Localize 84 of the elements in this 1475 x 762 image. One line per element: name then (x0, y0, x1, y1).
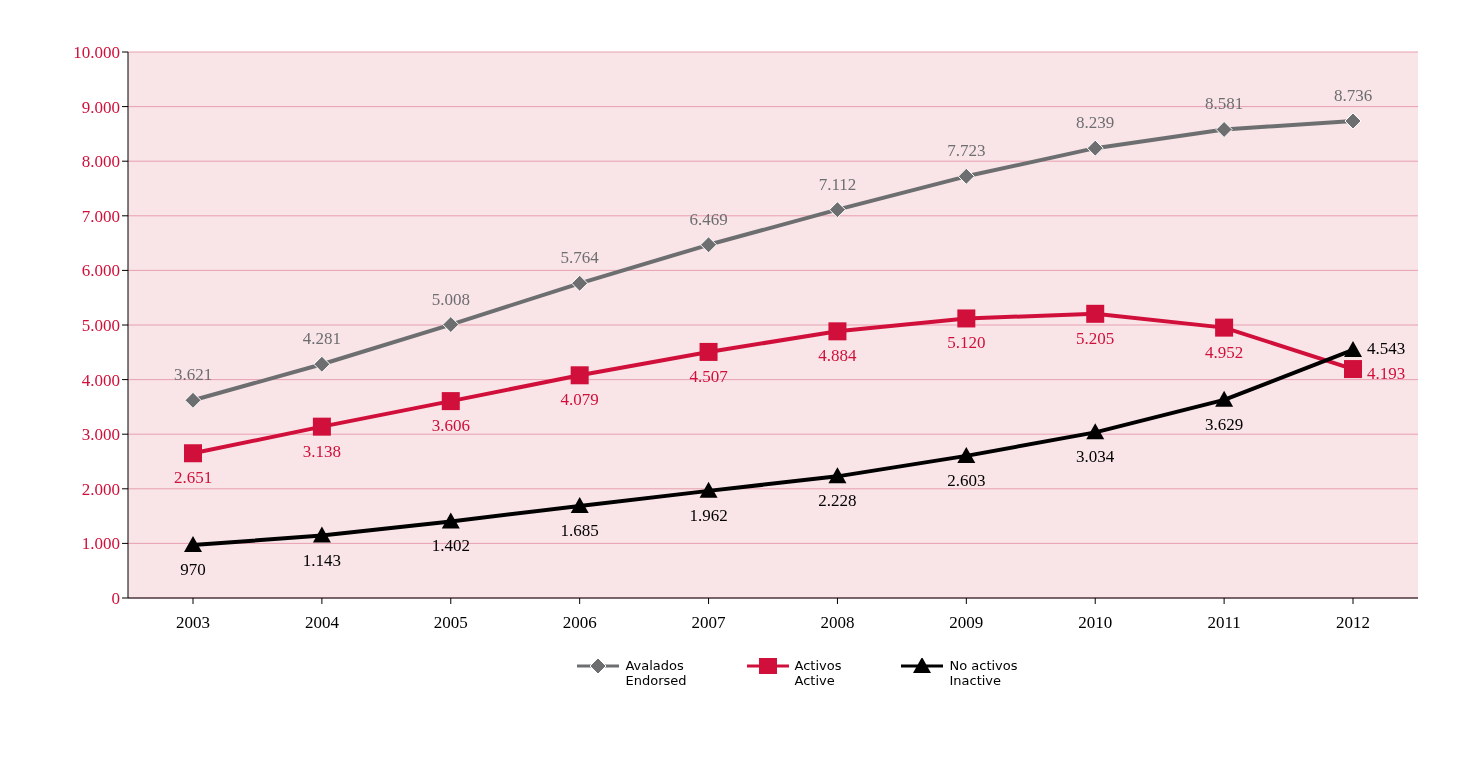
y-tick-label: 2.000 (81, 479, 120, 499)
y-tick-label: 6.000 (81, 261, 120, 281)
point (1086, 423, 1105, 440)
point (828, 322, 847, 341)
data-label: 4.281 (302, 329, 342, 349)
point (699, 342, 718, 361)
y-tick-label: 0 (111, 589, 120, 609)
data-label: 1.402 (431, 536, 470, 556)
point (312, 526, 331, 543)
data-label: 7.112 (818, 174, 857, 194)
point (570, 497, 589, 513)
data-label: 4.543 (1367, 338, 1406, 358)
point (957, 167, 975, 185)
data-label: 4.193 (1367, 364, 1406, 384)
data-label: 1.143 (302, 550, 342, 570)
y-tick-label: 3.000 (81, 425, 120, 445)
point (1215, 120, 1233, 138)
data-label: 4.079 (560, 390, 599, 410)
x-tick-label: 2009 (949, 613, 984, 633)
data-label: 8.239 (1076, 113, 1115, 133)
data-label: 5.205 (1076, 328, 1115, 348)
point (441, 512, 460, 529)
x-tick-label: 2005 (433, 613, 468, 633)
point (1344, 360, 1362, 379)
x-tick-label: 2003 (176, 613, 210, 633)
point (184, 444, 202, 463)
x-tick-label: 2004 (304, 613, 340, 633)
data-label: 1.962 (689, 505, 728, 525)
x-tick-label: 2011 (1207, 613, 1241, 633)
data-label: 1.685 (560, 521, 599, 540)
data-label: 3.606 (431, 416, 470, 436)
point (313, 355, 331, 373)
data-label: 2.651 (173, 468, 213, 488)
point (1215, 318, 1234, 337)
data-label: 3.034 (1076, 447, 1115, 467)
data-label: 5.120 (947, 333, 986, 353)
point (184, 536, 202, 553)
y-tick-label: 9.000 (81, 97, 120, 117)
data-label: 5.008 (431, 289, 470, 309)
point (957, 309, 976, 328)
data-label: 3.629 (1204, 414, 1244, 434)
y-tick-label: 8.000 (81, 152, 120, 172)
data-label: 3.621 (173, 365, 213, 385)
x-tick-label: 2006 (562, 613, 597, 633)
data-label: 5.764 (560, 248, 600, 268)
x-tick-label: 2012 (1336, 613, 1370, 633)
data-label: 4.952 (1204, 342, 1244, 362)
point (828, 467, 847, 484)
y-tick-label: 10.000 (73, 43, 120, 63)
legend-label: Avalados Endorsed (625, 658, 687, 688)
point (1086, 304, 1105, 323)
data-label: 8.736 (1333, 86, 1373, 106)
data-label: 4.507 (689, 366, 729, 386)
point (312, 417, 331, 436)
data-label: 970 (180, 560, 206, 580)
point (441, 392, 460, 411)
y-tick-label: 4.000 (81, 370, 120, 390)
point (828, 201, 846, 219)
point (442, 316, 460, 334)
point (570, 366, 589, 385)
point (700, 236, 718, 254)
x-tick-label: 2008 (820, 613, 855, 633)
x-tick-label: 2010 (1078, 613, 1113, 633)
data-label: 6.469 (689, 209, 728, 229)
point (1344, 340, 1362, 357)
point (184, 391, 202, 409)
legend-label: Activos Active (794, 658, 842, 688)
y-tick-label: 7.000 (81, 206, 120, 226)
point (1086, 139, 1104, 157)
data-label: 7.723 (947, 141, 986, 161)
point (957, 446, 976, 463)
data-label: 2.228 (818, 491, 857, 511)
x-tick-label: 2007 (691, 613, 727, 633)
data-label: 4.884 (818, 346, 858, 366)
y-tick-label: 1.000 (81, 534, 120, 554)
point (1344, 112, 1362, 130)
data-label: 3.138 (302, 441, 342, 461)
legend-label: No activos Inactive (949, 658, 1018, 688)
point (571, 274, 589, 292)
y-tick-label: 5.000 (81, 316, 120, 336)
data-label: 2.603 (947, 470, 986, 490)
data-label: 8.581 (1204, 94, 1244, 114)
point (1215, 390, 1234, 407)
point (699, 481, 718, 498)
